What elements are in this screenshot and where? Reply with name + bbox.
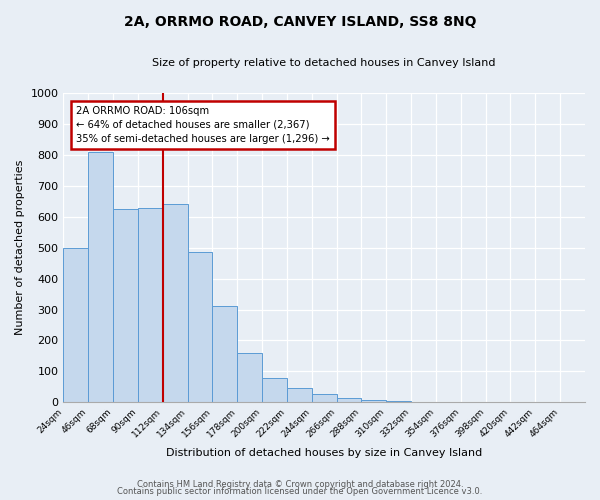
Bar — [188, 252, 212, 402]
Bar — [262, 378, 287, 402]
Bar — [138, 208, 163, 402]
Y-axis label: Number of detached properties: Number of detached properties — [15, 160, 25, 336]
Bar — [163, 204, 188, 402]
Bar — [287, 388, 312, 402]
Bar — [237, 353, 262, 402]
Bar — [312, 394, 337, 402]
Text: Contains public sector information licensed under the Open Government Licence v3: Contains public sector information licen… — [118, 487, 482, 496]
Title: Size of property relative to detached houses in Canvey Island: Size of property relative to detached ho… — [152, 58, 496, 68]
Text: Contains HM Land Registry data © Crown copyright and database right 2024.: Contains HM Land Registry data © Crown c… — [137, 480, 463, 489]
Bar — [361, 400, 386, 402]
Bar — [113, 209, 138, 402]
Text: 2A ORRMO ROAD: 106sqm
← 64% of detached houses are smaller (2,367)
35% of semi-d: 2A ORRMO ROAD: 106sqm ← 64% of detached … — [76, 106, 329, 144]
Text: 2A, ORRMO ROAD, CANVEY ISLAND, SS8 8NQ: 2A, ORRMO ROAD, CANVEY ISLAND, SS8 8NQ — [124, 15, 476, 29]
Bar — [64, 248, 88, 402]
Bar — [88, 152, 113, 402]
X-axis label: Distribution of detached houses by size in Canvey Island: Distribution of detached houses by size … — [166, 448, 482, 458]
Bar — [212, 306, 237, 402]
Bar — [337, 398, 361, 402]
